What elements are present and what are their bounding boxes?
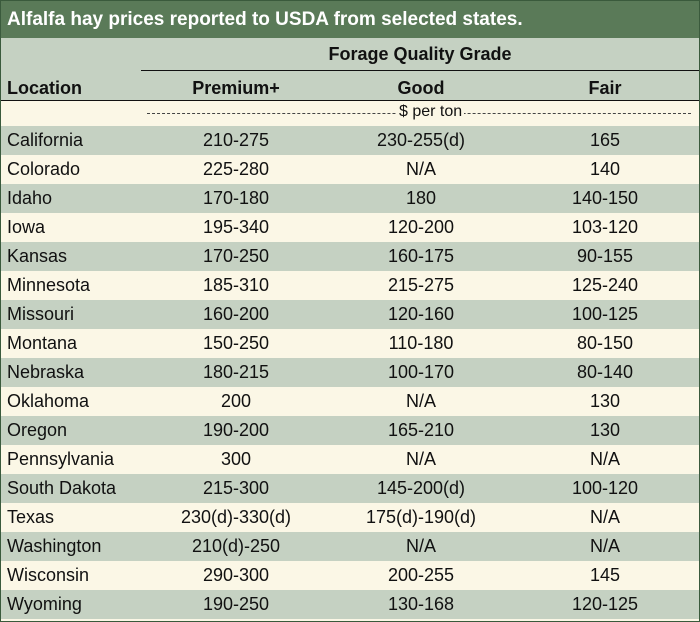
good-price-cell: 200-255 bbox=[331, 561, 511, 590]
fair-price-cell: N/A bbox=[511, 445, 699, 474]
fair-column-header: Fair bbox=[588, 78, 622, 98]
premium-price-cell: 210-275 bbox=[141, 126, 331, 155]
fair-price-cell: 100-120 bbox=[511, 474, 699, 503]
good-price-cell: N/A bbox=[331, 387, 511, 416]
location-cell: Colorado bbox=[1, 155, 141, 184]
premium-price-cell: 200 bbox=[141, 387, 331, 416]
units-label: $ per ton bbox=[397, 103, 465, 121]
good-price-cell: N/A bbox=[331, 155, 511, 184]
fair-price-cell: N/A bbox=[511, 532, 699, 561]
table-row: Washington 210(d)-250 N/A N/A bbox=[1, 532, 699, 561]
premium-price-cell: 180-215 bbox=[141, 358, 331, 387]
fair-price-cell: 140 bbox=[511, 155, 699, 184]
fair-price-cell: 90-155 bbox=[511, 242, 699, 271]
fair-price-cell: 120-125 bbox=[511, 590, 699, 619]
good-price-cell: 230-255(d) bbox=[331, 126, 511, 155]
location-cell: Nebraska bbox=[1, 358, 141, 387]
location-cell: Wyoming bbox=[1, 590, 141, 619]
fair-price-cell: N/A bbox=[511, 503, 699, 532]
location-column-header: Location bbox=[7, 78, 82, 98]
table-row: Minnesota 185-310 215-275 125-240 bbox=[1, 271, 699, 300]
table-row: Oklahoma 200 N/A 130 bbox=[1, 387, 699, 416]
premium-price-cell: 185-310 bbox=[141, 271, 331, 300]
premium-price-cell: 160-200 bbox=[141, 300, 331, 329]
table-row: Kansas 170-250 160-175 90-155 bbox=[1, 242, 699, 271]
good-price-cell: 160-175 bbox=[331, 242, 511, 271]
table-row: California 210-275 230-255(d) 165 bbox=[1, 126, 699, 155]
good-price-cell: 165-210 bbox=[331, 416, 511, 445]
location-cell: Pennsylvania bbox=[1, 445, 141, 474]
table-title: Alfalfa hay prices reported to USDA from… bbox=[1, 1, 699, 38]
fair-price-cell: 80-140 bbox=[511, 358, 699, 387]
good-price-cell: 110-180 bbox=[331, 329, 511, 358]
table-row: Iowa 195-340 120-200 103-120 bbox=[1, 213, 699, 242]
location-cell: Iowa bbox=[1, 213, 141, 242]
location-cell: California bbox=[1, 126, 141, 155]
premium-price-cell: 170-250 bbox=[141, 242, 331, 271]
location-cell: Oklahoma bbox=[1, 387, 141, 416]
premium-price-cell: 230(d)-330(d) bbox=[141, 503, 331, 532]
good-price-cell: 100-170 bbox=[331, 358, 511, 387]
table-row: Colorado 225-280 N/A 140 bbox=[1, 155, 699, 184]
premium-price-cell: 195-340 bbox=[141, 213, 331, 242]
fair-price-cell: 100-125 bbox=[511, 300, 699, 329]
group-header-label: Forage Quality Grade bbox=[328, 44, 512, 64]
table-row: South Dakota 215-300 145-200(d) 100-120 bbox=[1, 474, 699, 503]
premium-price-cell: 225-280 bbox=[141, 155, 331, 184]
fair-price-cell: 140-150 bbox=[511, 184, 699, 213]
group-header-rule bbox=[141, 70, 699, 71]
premium-price-cell: 300 bbox=[141, 445, 331, 474]
good-price-cell: N/A bbox=[331, 445, 511, 474]
location-cell: Idaho bbox=[1, 184, 141, 213]
premium-price-cell: 170-180 bbox=[141, 184, 331, 213]
location-cell: Missouri bbox=[1, 300, 141, 329]
table-row: Idaho 170-180 180 140-150 bbox=[1, 184, 699, 213]
table-row: Montana 150-250 110-180 80-150 bbox=[1, 329, 699, 358]
premium-price-cell: 215-300 bbox=[141, 474, 331, 503]
premium-price-cell: 190-250 bbox=[141, 590, 331, 619]
location-cell: Oregon bbox=[1, 416, 141, 445]
fair-price-cell: 145 bbox=[511, 561, 699, 590]
premium-price-cell: 190-200 bbox=[141, 416, 331, 445]
table-row: Pennsylvania 300 N/A N/A bbox=[1, 445, 699, 474]
good-price-cell: 120-200 bbox=[331, 213, 511, 242]
table-row: Nebraska 180-215 100-170 80-140 bbox=[1, 358, 699, 387]
location-cell: Washington bbox=[1, 532, 141, 561]
premium-price-cell: 150-250 bbox=[141, 329, 331, 358]
table-row: Wisconsin 290-300 200-255 145 bbox=[1, 561, 699, 590]
fair-price-cell: 130 bbox=[511, 416, 699, 445]
premium-price-cell: 210(d)-250 bbox=[141, 532, 331, 561]
location-cell: Texas bbox=[1, 503, 141, 532]
good-price-cell: 180 bbox=[331, 184, 511, 213]
table-row: Texas 230(d)-330(d) 175(d)-190(d) N/A bbox=[1, 503, 699, 532]
location-cell: Kansas bbox=[1, 242, 141, 271]
fair-price-cell: 80-150 bbox=[511, 329, 699, 358]
good-price-cell: 130-168 bbox=[331, 590, 511, 619]
fair-price-cell: 125-240 bbox=[511, 271, 699, 300]
location-cell: Wisconsin bbox=[1, 561, 141, 590]
good-column-header: Good bbox=[397, 78, 445, 98]
premium-price-cell: 290-300 bbox=[141, 561, 331, 590]
good-price-cell: 215-275 bbox=[331, 271, 511, 300]
good-price-cell: N/A bbox=[331, 532, 511, 561]
good-price-cell: 175(d)-190(d) bbox=[331, 503, 511, 532]
location-cell: Montana bbox=[1, 329, 141, 358]
units-row: $ per ton bbox=[1, 100, 699, 126]
good-price-cell: 145-200(d) bbox=[331, 474, 511, 503]
fair-price-cell: 103-120 bbox=[511, 213, 699, 242]
table-header: Forage Quality Grade Location Premium+ G… bbox=[1, 38, 699, 100]
fair-price-cell: 165 bbox=[511, 126, 699, 155]
table-row: Missouri 160-200 120-160 100-125 bbox=[1, 300, 699, 329]
table-row: Oregon 190-200 165-210 130 bbox=[1, 416, 699, 445]
fair-price-cell: 130 bbox=[511, 387, 699, 416]
premium-column-header: Premium+ bbox=[192, 78, 280, 98]
location-cell: South Dakota bbox=[1, 474, 141, 503]
location-cell: Minnesota bbox=[1, 271, 141, 300]
good-price-cell: 120-160 bbox=[331, 300, 511, 329]
table-row: Wyoming 190-250 130-168 120-125 bbox=[1, 590, 699, 619]
price-table: California 210-275 230-255(d) 165 Colorado 22… bbox=[1, 126, 699, 619]
